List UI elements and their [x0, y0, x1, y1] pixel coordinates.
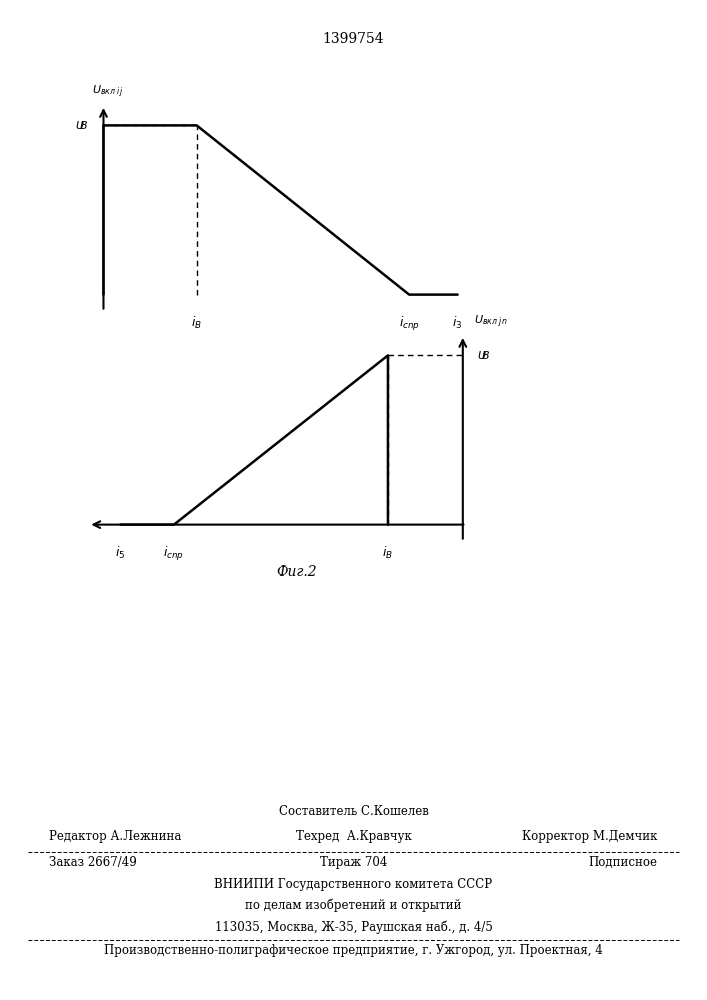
Text: $i_{сnр}$: $i_{сnр}$	[399, 315, 420, 333]
Text: Фиг.2: Фиг.2	[276, 565, 317, 579]
Text: $i_B$: $i_B$	[191, 315, 202, 331]
Text: Техред  А.Кравчук: Техред А.Кравчук	[296, 830, 411, 843]
Text: Подписное: Подписное	[588, 856, 658, 869]
Text: $U\!\!B$: $U\!\!B$	[75, 119, 88, 131]
Text: $i_{сnр}$: $i_{сnр}$	[163, 545, 185, 563]
Text: Корректор М.Демчик: Корректор М.Демчик	[522, 830, 658, 843]
Text: Заказ 2667/49: Заказ 2667/49	[49, 856, 137, 869]
Text: 113035, Москва, Ж-35, Раушская наб., д. 4/5: 113035, Москва, Ж-35, Раушская наб., д. …	[214, 920, 493, 934]
Text: $U\!\!B$: $U\!\!B$	[477, 349, 491, 361]
Text: Редактор А.Лежнина: Редактор А.Лежнина	[49, 830, 182, 843]
Text: $i_B$: $i_B$	[382, 545, 393, 561]
Text: $U_{вкл\ ij}$: $U_{вкл\ ij}$	[93, 84, 124, 100]
Text: $i_5$: $i_5$	[115, 545, 126, 561]
Text: Составитель С.Кошелев: Составитель С.Кошелев	[279, 805, 428, 818]
Text: по делам изобретений и открытий: по делам изобретений и открытий	[245, 899, 462, 912]
Text: 1399754: 1399754	[322, 32, 385, 46]
Text: Тираж 704: Тираж 704	[320, 856, 387, 869]
Text: Производственно-полиграфическое предприятие, г. Ужгород, ул. Проектная, 4: Производственно-полиграфическое предприя…	[104, 944, 603, 957]
Text: ВНИИПИ Государственного комитета СССР: ВНИИПИ Государственного комитета СССР	[214, 878, 493, 891]
Text: $i_3$: $i_3$	[452, 315, 463, 331]
Text: $U_{вкл\ jn}$: $U_{вкл\ jn}$	[474, 314, 507, 330]
